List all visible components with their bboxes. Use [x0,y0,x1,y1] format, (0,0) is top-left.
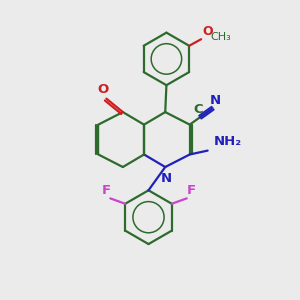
Text: NH₂: NH₂ [214,135,242,148]
Text: N: N [209,94,221,107]
Text: F: F [186,184,196,197]
Text: O: O [98,83,109,96]
Text: CH₃: CH₃ [211,32,231,42]
Text: O: O [202,25,213,38]
Text: C: C [194,103,203,116]
Text: N: N [160,172,171,185]
Text: F: F [102,184,111,197]
